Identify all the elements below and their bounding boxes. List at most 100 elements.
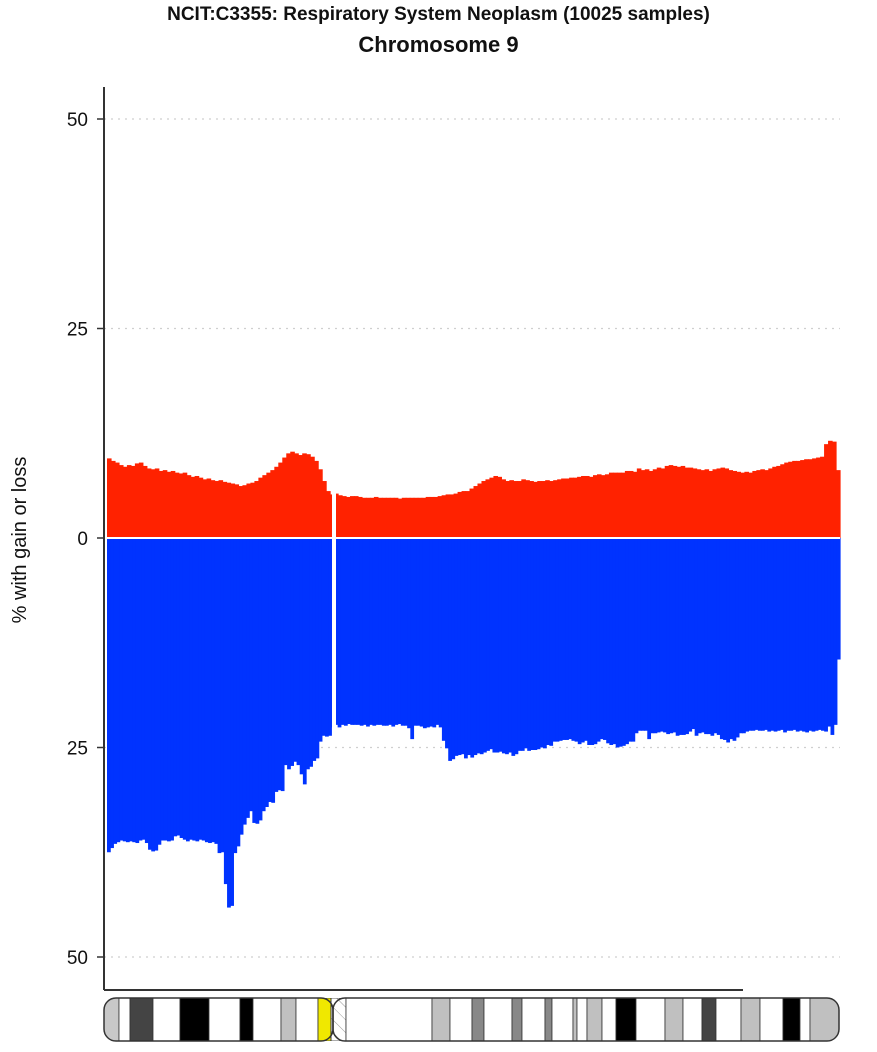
gain-bar (154, 468, 160, 538)
ideogram-band (471, 998, 485, 1041)
gain-bar (768, 468, 773, 538)
loss-bar (220, 538, 225, 853)
loss-bar (132, 538, 137, 843)
loss-bar (353, 538, 358, 725)
loss-bar (441, 538, 446, 741)
loss-bar (413, 538, 418, 726)
loss-bar (561, 538, 566, 740)
loss-bar (296, 538, 301, 766)
gain-bar (174, 472, 180, 538)
gain-bar (656, 467, 662, 538)
gain-bar (804, 459, 809, 538)
loss-bar (337, 538, 342, 728)
ideogram-band (572, 998, 578, 1041)
gain-bar (409, 497, 415, 538)
loss-bar (505, 538, 509, 755)
loss-bar (385, 538, 389, 726)
loss-bar (508, 538, 513, 753)
loss-bar (438, 538, 443, 728)
gain-bar (628, 470, 634, 538)
gain-bar (505, 481, 510, 538)
y-tick-label: 50 (67, 948, 88, 969)
loss-bar (524, 538, 528, 749)
loss-bar (568, 538, 573, 740)
loss-bar (381, 538, 386, 726)
loss-bar (321, 538, 326, 736)
loss-bar (287, 538, 291, 770)
gain-bar (350, 496, 355, 538)
loss-bar (653, 538, 658, 734)
gain-bar (457, 491, 463, 538)
loss-bar (700, 538, 705, 733)
ideogram-band (615, 998, 637, 1041)
loss-bar (211, 538, 216, 843)
loss-bar (618, 538, 623, 747)
loss-bar (697, 538, 702, 734)
loss-bar (236, 538, 241, 847)
loss-bar (119, 538, 124, 841)
ideogram-band (345, 998, 433, 1041)
gain-bar (796, 460, 801, 538)
loss-bar (227, 538, 231, 908)
gain-bar (441, 495, 447, 538)
loss-bar (675, 538, 680, 736)
gain-bar (624, 470, 630, 538)
gain-bar (820, 456, 825, 538)
gain-bar (170, 470, 176, 538)
ideogram-band (431, 998, 451, 1041)
gain-bar (162, 470, 168, 538)
gain-bar (652, 469, 658, 538)
gain-bar (784, 462, 789, 538)
loss-bar (783, 538, 787, 733)
gain-bar (800, 460, 805, 538)
gain-bar (589, 476, 594, 538)
gain-bar (314, 460, 319, 538)
gain-bar (692, 468, 698, 538)
loss-bar (255, 538, 260, 824)
gain-bar (632, 471, 638, 538)
loss-bar (802, 538, 806, 732)
gain-bar (501, 479, 506, 538)
loss-bar (422, 538, 427, 729)
gain-bar (561, 478, 566, 538)
gain-bar (158, 470, 164, 538)
ideogram-band (152, 998, 181, 1041)
y-tick-label: 50 (67, 110, 88, 131)
gain-bar (369, 497, 375, 538)
loss-bar (644, 538, 648, 731)
loss-bar (476, 538, 481, 754)
gain-bar (557, 479, 562, 538)
loss-bar (669, 538, 674, 734)
loss-bar (306, 538, 310, 770)
gain-bar (620, 472, 626, 538)
loss-bar (580, 538, 585, 743)
loss-bar (318, 538, 323, 742)
gain-bar (525, 480, 530, 538)
gain-bar (816, 457, 821, 538)
gain-bar (186, 475, 192, 538)
loss-bar (375, 538, 380, 725)
gain-bar (453, 493, 459, 538)
loss-bar (154, 538, 159, 851)
gain-bar (262, 475, 267, 538)
gain-bar (569, 477, 574, 538)
loss-bar (549, 538, 554, 746)
gain-bar (736, 471, 741, 538)
gain-bar (361, 497, 367, 538)
gain-bar (517, 481, 522, 538)
loss-bar (125, 538, 130, 843)
gain-series (107, 440, 841, 538)
loss-bar (388, 538, 392, 725)
loss-bar (779, 538, 784, 730)
gain-bar (477, 483, 483, 538)
loss-bar (732, 538, 737, 741)
loss-bar (770, 538, 775, 731)
loss-bar (558, 538, 563, 741)
loss-bar (663, 538, 667, 733)
y-tick-label: 25 (67, 320, 88, 341)
gain-bar (688, 467, 694, 538)
gain-bar (744, 471, 749, 538)
ideogram-band (104, 998, 120, 1041)
gain-bar (577, 476, 582, 538)
gain-bar (553, 480, 558, 538)
